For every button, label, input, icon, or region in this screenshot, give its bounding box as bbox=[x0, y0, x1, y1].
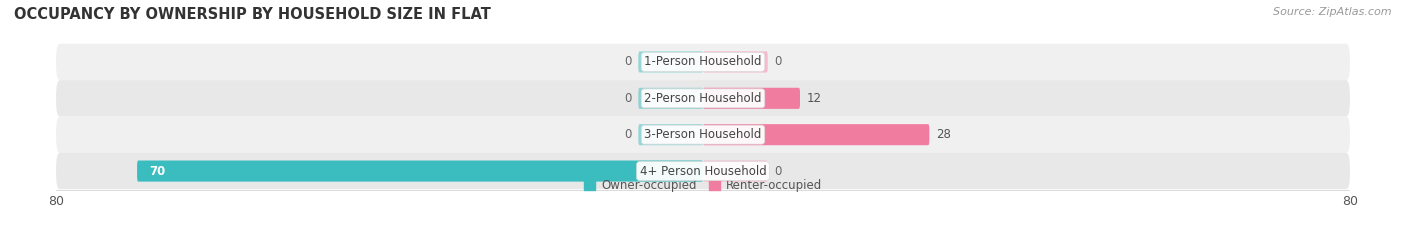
Text: 28: 28 bbox=[936, 128, 950, 141]
Text: Source: ZipAtlas.com: Source: ZipAtlas.com bbox=[1274, 7, 1392, 17]
Text: 0: 0 bbox=[624, 128, 631, 141]
FancyBboxPatch shape bbox=[703, 88, 800, 109]
FancyBboxPatch shape bbox=[703, 51, 768, 72]
Text: 0: 0 bbox=[624, 92, 631, 105]
FancyBboxPatch shape bbox=[56, 44, 1350, 80]
Text: 2-Person Household: 2-Person Household bbox=[644, 92, 762, 105]
Text: 3-Person Household: 3-Person Household bbox=[644, 128, 762, 141]
FancyBboxPatch shape bbox=[138, 161, 703, 182]
Legend: Owner-occupied, Renter-occupied: Owner-occupied, Renter-occupied bbox=[579, 175, 827, 197]
FancyBboxPatch shape bbox=[703, 124, 929, 145]
FancyBboxPatch shape bbox=[638, 51, 703, 72]
FancyBboxPatch shape bbox=[56, 80, 1350, 116]
Text: 1-Person Household: 1-Person Household bbox=[644, 55, 762, 69]
FancyBboxPatch shape bbox=[638, 88, 703, 109]
FancyBboxPatch shape bbox=[56, 153, 1350, 189]
Text: 0: 0 bbox=[775, 164, 782, 178]
Text: 0: 0 bbox=[775, 55, 782, 69]
FancyBboxPatch shape bbox=[703, 161, 768, 182]
FancyBboxPatch shape bbox=[638, 124, 703, 145]
Text: 12: 12 bbox=[807, 92, 821, 105]
Text: 0: 0 bbox=[624, 55, 631, 69]
Text: 70: 70 bbox=[149, 164, 166, 178]
Text: 4+ Person Household: 4+ Person Household bbox=[640, 164, 766, 178]
Text: OCCUPANCY BY OWNERSHIP BY HOUSEHOLD SIZE IN FLAT: OCCUPANCY BY OWNERSHIP BY HOUSEHOLD SIZE… bbox=[14, 7, 491, 22]
FancyBboxPatch shape bbox=[56, 116, 1350, 153]
